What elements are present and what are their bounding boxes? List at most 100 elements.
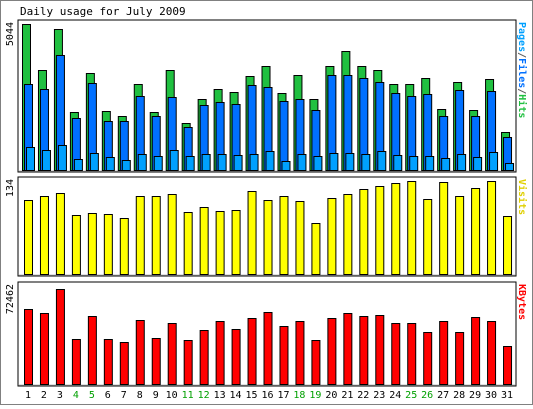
visits-bar-visits-day-6	[103, 214, 113, 275]
hits-files-pages-bar-pages-day-3	[57, 145, 67, 171]
visits-bar-visits-day-5	[87, 213, 97, 275]
visits-bar-visits-day-17	[279, 196, 289, 275]
kbytes-bar-kbytes-day-20	[327, 318, 337, 385]
hits-files-pages-bar-pages-day-7	[121, 160, 131, 171]
kbytes-side-label: KBytes	[516, 284, 527, 320]
x-tick-label-day-14: 14	[230, 390, 242, 401]
kbytes-bar-kbytes-day-15	[247, 318, 257, 385]
hits-files-pages-bar-pages-day-10	[169, 150, 179, 171]
x-tick-label-day-23: 23	[373, 390, 385, 401]
hits-files-pages-side-label-part: Hits	[516, 94, 528, 118]
kbytes-bar-kbytes-day-1	[24, 309, 33, 385]
kbytes-bar-kbytes-day-6	[103, 339, 113, 385]
kbytes-bar-kbytes-day-9	[151, 338, 161, 385]
x-tick-label-day-15: 15	[246, 390, 258, 401]
kbytes-bar-kbytes-day-27	[439, 321, 449, 385]
kbytes-side-label-part: KBytes	[516, 284, 527, 320]
x-tick-label-day-22: 22	[357, 390, 369, 401]
visits-bar-visits-day-3	[55, 193, 65, 275]
visits-bar-visits-day-12	[199, 207, 209, 275]
kbytes-bar-kbytes-day-29	[471, 317, 481, 385]
hits-files-pages-bar-pages-day-6	[105, 157, 115, 171]
hits-files-pages-side-label-part: Pages	[516, 22, 527, 52]
x-tick-label-day-5: 5	[89, 390, 95, 401]
x-tick-label-day-31: 31	[501, 390, 513, 401]
kbytes-bar-kbytes-day-18	[295, 321, 305, 385]
kbytes-bar-kbytes-day-2	[39, 313, 49, 385]
visits-bar-visits-day-19	[311, 223, 321, 275]
x-tick-label-day-2: 2	[41, 390, 47, 401]
x-tick-label-day-13: 13	[214, 390, 226, 401]
visits-bar-visits-day-31	[503, 216, 513, 275]
visits-bar-visits-day-1	[24, 200, 33, 275]
kbytes-bar-kbytes-day-24	[391, 323, 401, 385]
x-tick-label-day-8: 8	[137, 390, 143, 401]
hits-files-pages-bar-pages-day-31	[505, 163, 515, 171]
hits-files-pages-side-label-part: Files	[516, 58, 528, 88]
x-tick-label-day-1: 1	[25, 390, 31, 401]
visits-side-label-part: Visits	[516, 179, 528, 215]
kbytes-bar-kbytes-day-16	[263, 312, 273, 385]
hits-files-pages-bar-pages-day-26	[425, 156, 435, 171]
kbytes-bar-kbytes-day-5	[87, 316, 97, 385]
kbytes-bar-kbytes-day-11	[183, 340, 193, 385]
x-tick-label-day-29: 29	[469, 390, 481, 401]
hits-files-pages-bar-pages-day-9	[153, 156, 163, 171]
hits-files-pages-bar-pages-day-20	[329, 153, 339, 171]
x-tick-label-day-25: 25	[405, 390, 417, 401]
hits-files-pages-bar-pages-day-1	[26, 147, 35, 171]
hits-files-pages-bar-pages-day-23	[377, 151, 387, 171]
x-tick-label-day-24: 24	[389, 390, 401, 401]
hits-files-pages-bar-pages-day-30	[489, 152, 499, 171]
visits-bar-visits-day-15	[247, 191, 257, 275]
hits-files-pages-bar-pages-day-17	[281, 161, 291, 171]
visits-bar-visits-day-9	[151, 196, 161, 275]
kbytes-bar-kbytes-day-12	[199, 330, 209, 385]
x-tick-label-day-4: 4	[73, 390, 79, 401]
visits-bar-visits-day-8	[135, 196, 145, 275]
visits-bar-visits-day-29	[471, 188, 481, 275]
kbytes-bar-kbytes-day-26	[423, 332, 433, 385]
x-tick-label-day-16: 16	[261, 390, 273, 401]
kbytes-bar-kbytes-day-21	[343, 313, 353, 385]
hits-files-pages-bar-pages-day-15	[249, 154, 259, 171]
x-tick-label-day-28: 28	[453, 390, 465, 401]
hits-files-pages-bar-pages-day-25	[409, 156, 419, 171]
hits-files-pages-bar-pages-day-22	[361, 154, 371, 171]
hits-files-pages-bar-pages-day-4	[73, 159, 83, 171]
hits-files-pages-bar-pages-day-27	[441, 158, 451, 171]
hits-files-pages-bar-pages-day-2	[41, 150, 51, 171]
hits-files-pages-bar-pages-day-21	[345, 153, 355, 171]
hits-files-pages-bar-pages-day-16	[265, 151, 275, 171]
kbytes-max-label: 72462	[5, 284, 16, 314]
hits-files-pages-bar-pages-day-18	[297, 154, 307, 171]
kbytes-bar-kbytes-day-28	[455, 332, 465, 385]
x-tick-label-day-21: 21	[341, 390, 353, 401]
x-tick-label-day-18: 18	[293, 390, 305, 401]
visits-bar-visits-day-28	[455, 196, 465, 275]
visits-bar-visits-day-13	[215, 211, 225, 275]
kbytes-bar-kbytes-day-23	[375, 315, 385, 385]
kbytes-bar-kbytes-day-13	[215, 321, 225, 385]
visits-bar-visits-day-23	[375, 186, 385, 275]
hits-files-pages-bar-files-day-17	[279, 101, 289, 171]
x-tick-label-day-10: 10	[166, 390, 178, 401]
kbytes-bar-kbytes-day-7	[119, 342, 129, 385]
x-tick-label-day-30: 30	[485, 390, 497, 401]
visits-bar-visits-day-10	[167, 194, 177, 275]
hits-files-pages-bar-pages-day-24	[393, 155, 403, 171]
visits-bar-visits-day-22	[359, 189, 369, 275]
hits-files-pages-bar-pages-day-19	[313, 156, 323, 171]
visits-max-label: 134	[5, 179, 16, 197]
x-tick-label-day-19: 19	[309, 390, 321, 401]
hits-files-pages-side-label-part: /	[516, 52, 527, 58]
kbytes-bar-kbytes-day-14	[231, 329, 241, 385]
kbytes-bar-kbytes-day-31	[503, 346, 513, 385]
visits-bar-visits-day-11	[183, 212, 193, 275]
kbytes-bar-kbytes-day-17	[279, 326, 289, 385]
kbytes-bar-kbytes-day-4	[71, 339, 81, 385]
x-tick-label-day-12: 12	[198, 390, 210, 401]
visits-side-label: Visits	[516, 179, 528, 215]
x-tick-label-day-3: 3	[57, 390, 63, 401]
